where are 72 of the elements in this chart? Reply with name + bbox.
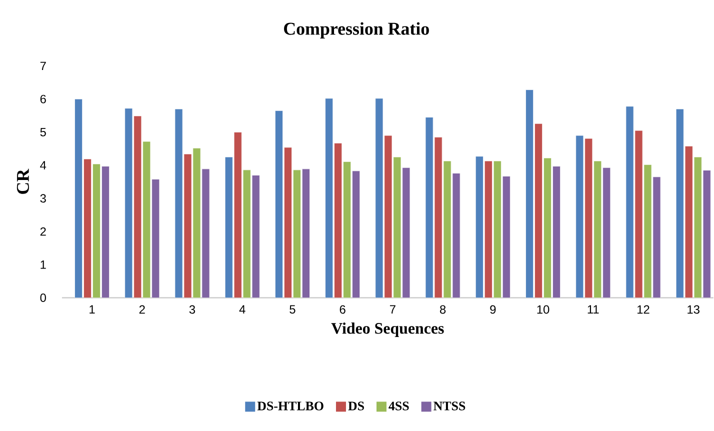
y-axis-title: CR — [16, 168, 29, 194]
bar — [375, 98, 384, 298]
y-tick-label: 6 — [40, 95, 46, 104]
bar — [152, 179, 160, 298]
bar — [302, 168, 310, 298]
bar — [544, 158, 552, 298]
bar — [252, 175, 260, 298]
bar — [594, 160, 602, 298]
y-tick-label: 0 — [40, 294, 46, 302]
x-tick-label: 12 — [638, 305, 650, 314]
bar — [694, 157, 702, 298]
bar — [552, 166, 561, 298]
x-tick-label: 2 — [139, 305, 145, 314]
bar — [134, 116, 142, 298]
bar — [475, 156, 484, 298]
bar — [384, 135, 392, 298]
x-tick-label: 6 — [340, 305, 346, 314]
chart-title: Compression Ratio — [284, 22, 429, 39]
bar — [325, 98, 334, 298]
y-tick-label: 4 — [40, 161, 46, 170]
bar — [124, 108, 133, 298]
bar — [92, 164, 101, 298]
bar — [684, 146, 693, 298]
bar — [402, 168, 410, 298]
bar — [534, 124, 543, 298]
bar — [343, 162, 352, 298]
x-tick-label: 3 — [189, 305, 196, 314]
bar — [224, 157, 233, 298]
y-tick-label: 2 — [40, 228, 46, 236]
y-tick-label: 7 — [40, 62, 46, 70]
bar — [425, 117, 434, 298]
bar — [352, 170, 360, 298]
bar — [74, 99, 83, 298]
bar — [576, 135, 584, 298]
bar — [443, 160, 452, 298]
bar — [434, 137, 442, 298]
x-tick-label: 9 — [490, 305, 496, 314]
legend-label: NTSS — [434, 402, 466, 411]
x-axis-title: Video Sequences — [331, 322, 444, 338]
legend-label: 4SS — [388, 402, 409, 411]
bar — [602, 168, 611, 298]
y-tick-label: 1 — [40, 260, 46, 269]
bar — [452, 173, 460, 298]
x-tick-label: 11 — [588, 305, 599, 314]
x-tick-label: 13 — [688, 305, 700, 314]
x-tick-label: 8 — [440, 305, 446, 314]
x-tick-label: 10 — [537, 305, 550, 314]
bar — [242, 170, 251, 298]
y-tick-label: 5 — [40, 128, 46, 137]
bar — [334, 143, 342, 298]
bar — [484, 160, 492, 298]
bar — [676, 108, 684, 298]
bar — [234, 132, 242, 298]
bar — [584, 138, 593, 298]
bar — [502, 176, 510, 298]
bar — [102, 166, 110, 298]
x-tick-label: 7 — [390, 305, 396, 314]
legend-label: DS — [348, 402, 364, 411]
bar — [526, 90, 534, 298]
legend-label: DS-HTLBO — [257, 402, 324, 411]
bar — [292, 170, 301, 298]
bar — [84, 158, 92, 298]
bar — [393, 157, 402, 298]
bar — [493, 160, 502, 298]
x-tick-label: 1 — [90, 305, 95, 314]
x-tick-label: 5 — [290, 305, 296, 314]
x-tick-label: 4 — [239, 305, 246, 314]
bar — [274, 110, 283, 298]
y-tick-label: 3 — [40, 194, 46, 203]
bar — [142, 141, 151, 298]
bar — [284, 147, 292, 298]
bar — [702, 170, 711, 298]
